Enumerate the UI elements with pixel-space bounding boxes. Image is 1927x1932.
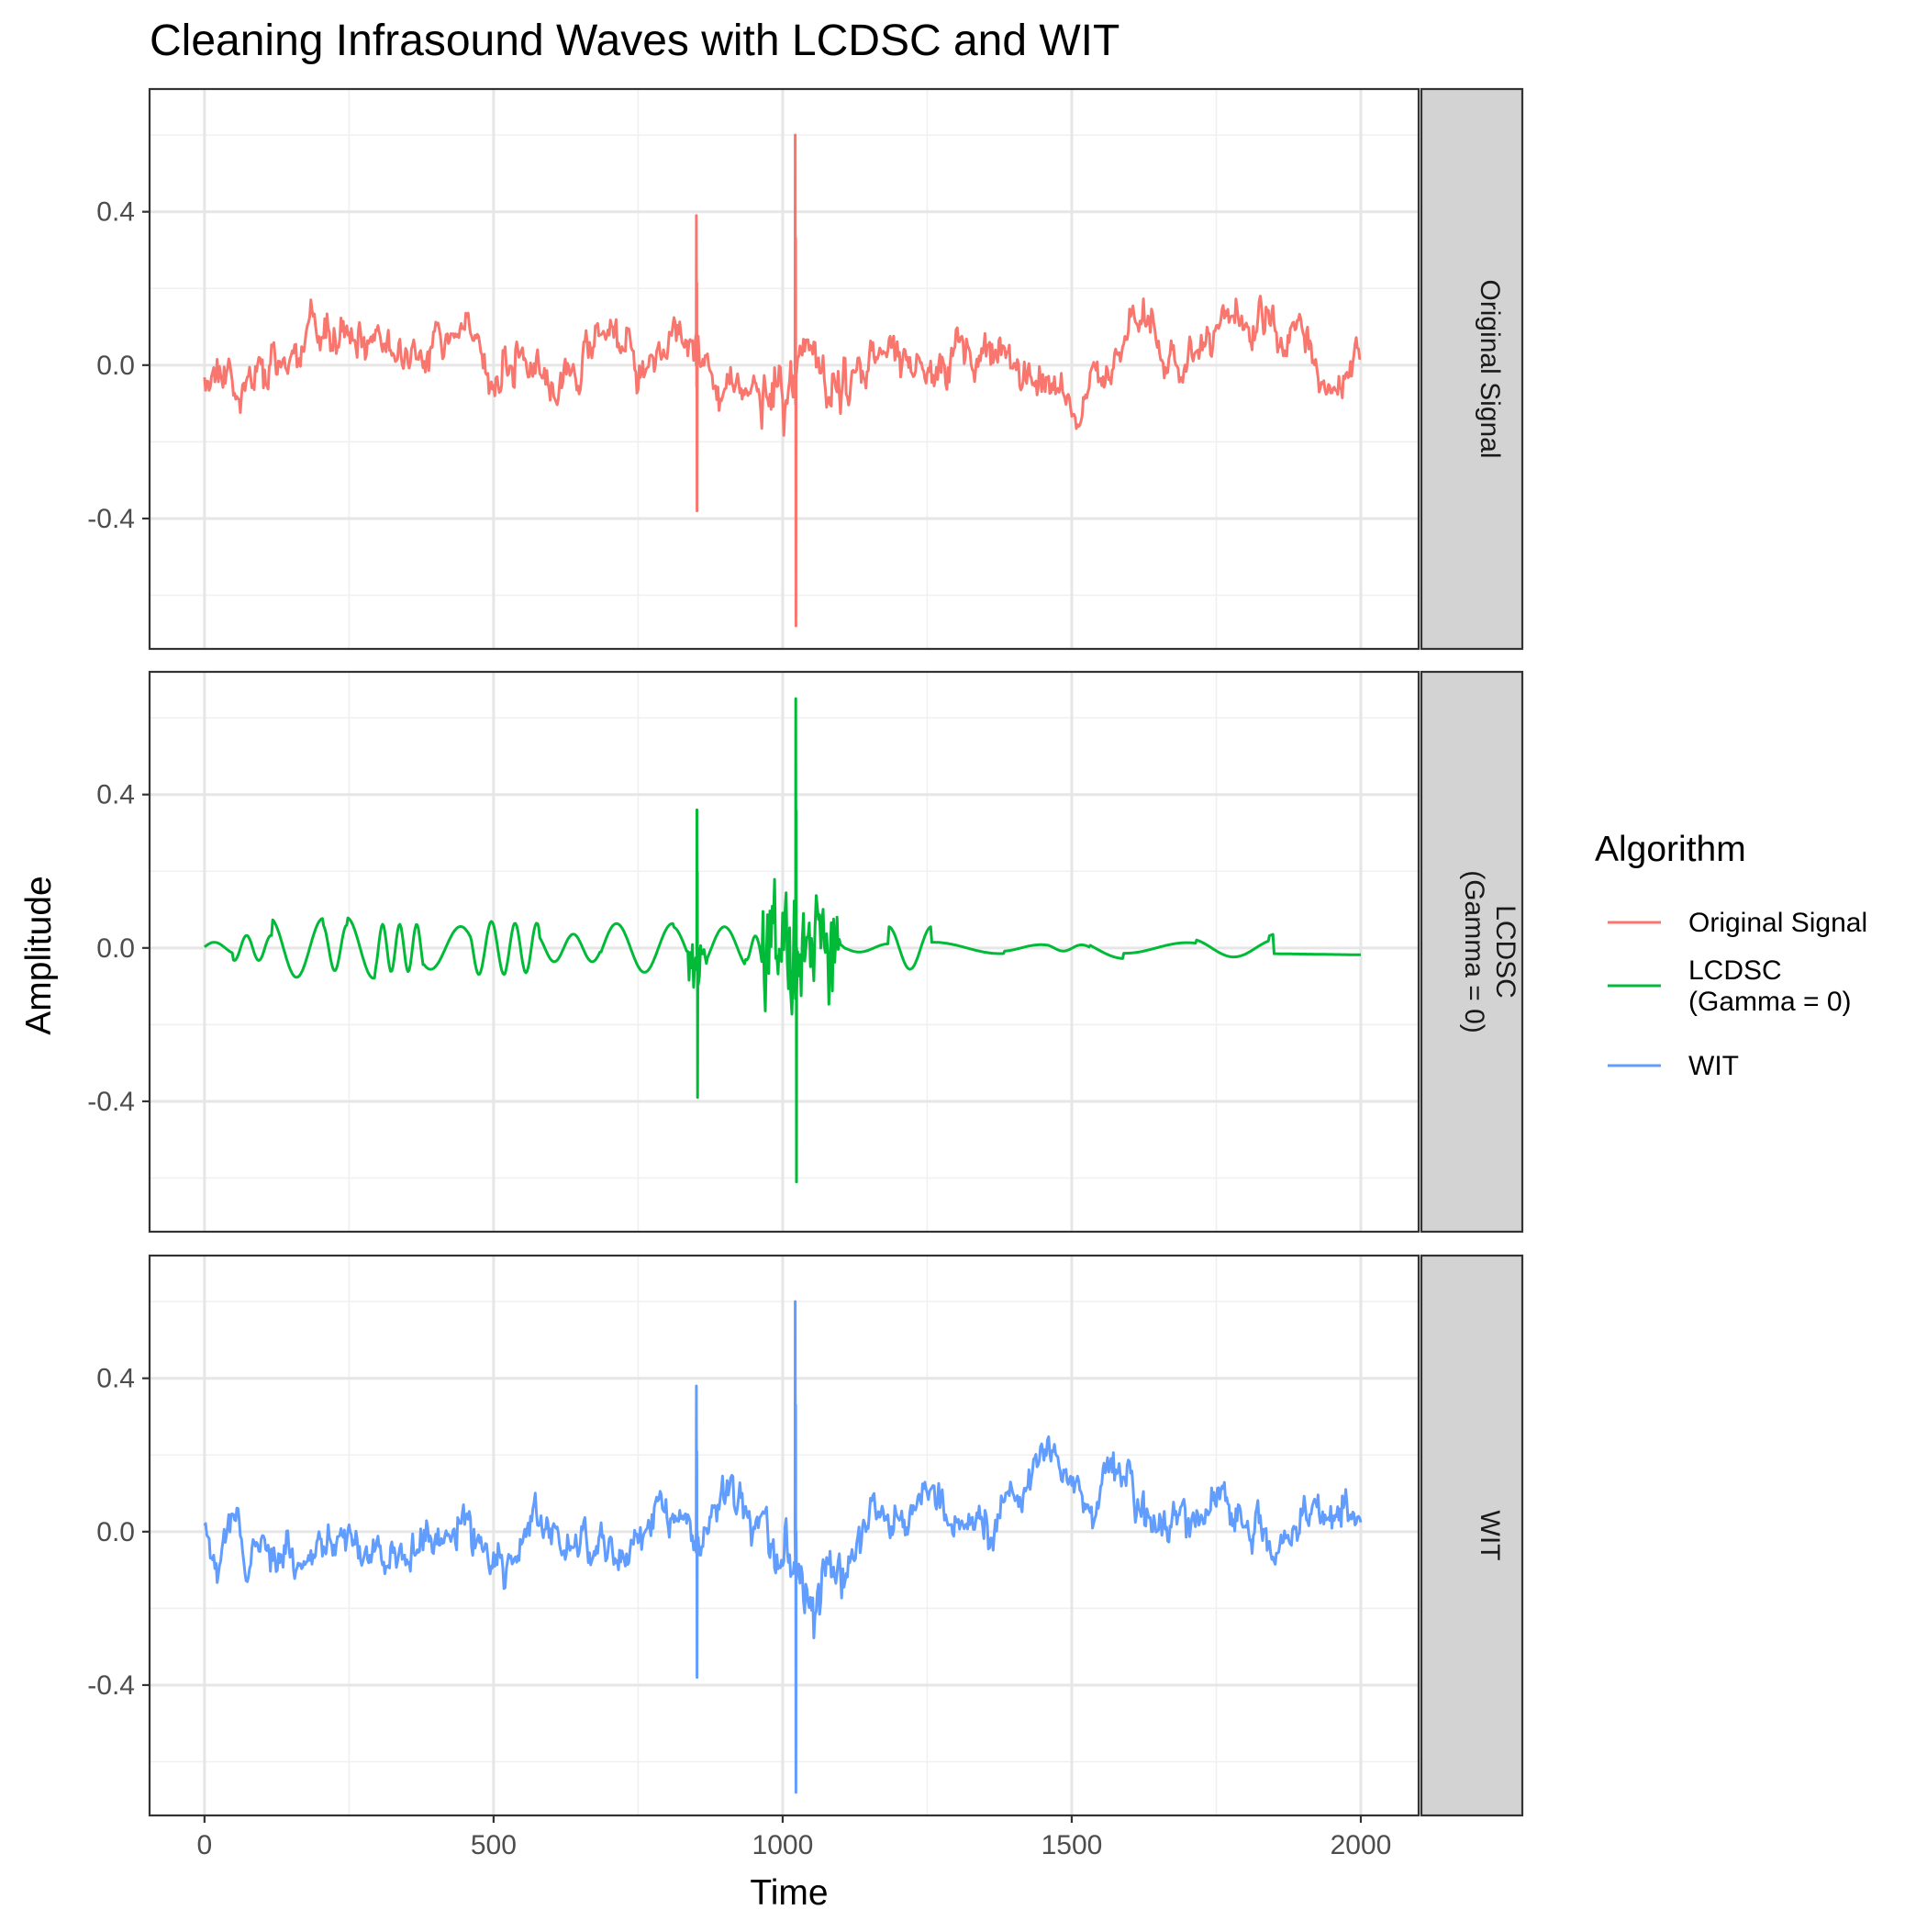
strip-label: WIT [1475,1511,1505,1561]
facet-strip: LCDSC(Gamma = 0) [1420,670,1524,1234]
y-tick-label: -0.4 [87,504,135,534]
panel-grid [150,1256,1419,1815]
panel-border [148,87,1420,651]
facet-strip: Original Signal [1420,87,1524,651]
x-tick-label: 2000 [1331,1830,1392,1860]
facet-panel: -0.4 0.0 0.4 WIT [87,1254,1524,1817]
series-line [203,133,1362,628]
strip-label: Original Signal [1475,279,1505,458]
legend-label: (Gamma = 0) [1688,987,1852,1017]
y-tick-label: -0.4 [87,1670,135,1701]
y-tick-label: -0.4 [87,1087,135,1117]
x-axis-title: Time [750,1873,828,1913]
legend-entry: Original Signal [1608,908,1867,938]
x-tick-label: 1500 [1041,1830,1103,1860]
panel-background [150,89,1419,649]
facet-panels: -0.4 0.0 0.4 Original Signal -0.4 0.0 0.4 LCDSC… [87,87,1524,1860]
strip-label: LCDSC [1490,905,1520,999]
y-tick-label: 0.0 [96,1517,135,1547]
strip-label: (Gamma = 0) [1459,870,1489,1033]
x-tick-label: 1000 [752,1830,814,1860]
strip-background [1420,670,1524,1234]
y-tick-label: 0.4 [96,780,135,810]
facet-panel: -0.4 0.0 0.4 LCDSC(Gamma = 0) [87,670,1524,1234]
strip-background [1420,1254,1524,1817]
series-line [203,1300,1363,1794]
x-tick-label: 500 [471,1830,517,1860]
panel-grid [150,89,1419,649]
legend-title: Algorithm [1595,830,1746,869]
x-axis: 0 500 1000 1500 2000 [197,1815,1392,1860]
legend-label: LCDSC [1688,955,1782,986]
y-tick-label: 0.0 [96,933,135,964]
legend-entry: LCDSC(Gamma = 0) [1608,955,1852,1017]
series-line [203,697,1362,1184]
facet-panel: -0.4 0.0 0.4 Original Signal [87,87,1524,651]
legend-label: WIT [1688,1051,1739,1081]
facet-strip: WIT [1420,1254,1524,1817]
x-tick-label: 0 [197,1830,213,1860]
panel-border [148,1254,1420,1817]
y-axis-title: Amplitude [19,876,59,1034]
legend-label: Original Signal [1688,908,1867,938]
strip-background [1420,87,1524,651]
y-tick-label: 0.0 [96,351,135,381]
y-tick-label: 0.4 [96,1364,135,1394]
y-tick-label: 0.4 [96,197,135,228]
legend-entries: Original Signal LCDSC(Gamma = 0) WIT [1608,908,1867,1081]
legend: Algorithm Original Signal LCDSC(Gamma = 0… [1595,830,1867,1081]
panel-border [148,670,1420,1234]
legend-entry: WIT [1608,1051,1739,1081]
chart-title: Cleaning Infrasound Waves with LCDSC and… [150,17,1119,65]
